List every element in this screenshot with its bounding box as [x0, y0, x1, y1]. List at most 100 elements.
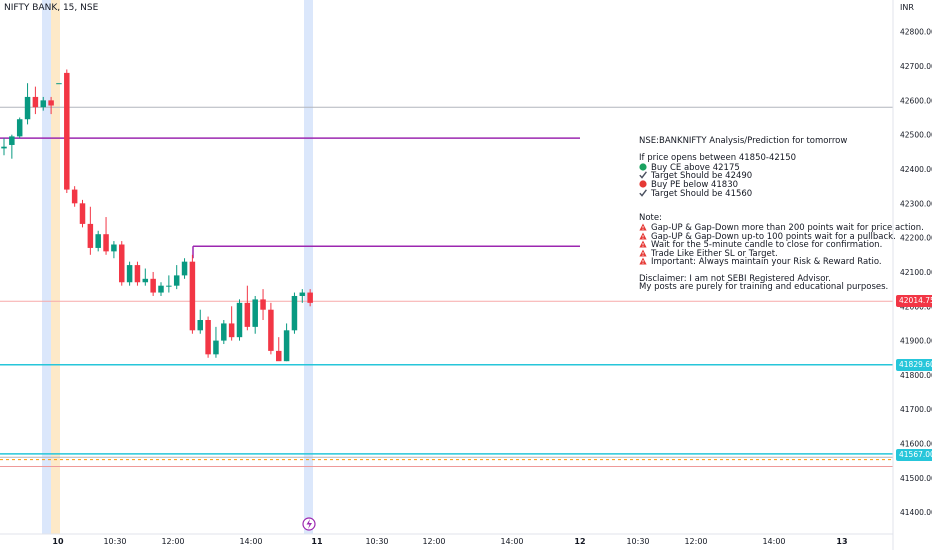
- candle[interactable]: [150, 271, 156, 296]
- x-tick-label: 10:30: [626, 537, 649, 546]
- session-band: [51, 0, 60, 534]
- check-icon: [639, 188, 647, 197]
- note-item: Gap-UP & Gap-Down more than 200 points w…: [639, 223, 924, 232]
- price-label-badge: 41829.60: [896, 358, 932, 371]
- candle[interactable]: [268, 302, 274, 355]
- candle[interactable]: [16, 117, 23, 139]
- warning-icon: [639, 223, 647, 231]
- y-tick-label: 42700.00: [900, 62, 932, 71]
- warning-icon: [639, 232, 647, 240]
- candle[interactable]: [119, 241, 125, 286]
- y-tick-label: 42100.00: [900, 268, 932, 277]
- y-tick-label: 41700.00: [900, 405, 932, 414]
- note-title: Note:: [639, 213, 662, 224]
- x-tick-label: 14:00: [762, 537, 785, 546]
- analysis-item: Buy CE above 42175: [639, 163, 924, 172]
- candle[interactable]: [40, 96, 47, 111]
- candle[interactable]: [48, 96, 54, 115]
- candle[interactable]: [87, 206, 94, 255]
- note-item: Important: Always maintain your Risk & R…: [639, 257, 924, 267]
- y-tick-label: 42200.00: [900, 234, 932, 243]
- candle[interactable]: [95, 230, 101, 252]
- candle[interactable]: [228, 306, 235, 341]
- candle[interactable]: [236, 299, 243, 341]
- y-tick-label: 42600.00: [900, 96, 932, 105]
- y-tick-label: 42800.00: [900, 28, 932, 37]
- analysis-heading: NSE:BANKNIFTY Analysis/Prediction for to…: [639, 136, 848, 146]
- candle[interactable]: [64, 69, 70, 194]
- x-tick-label: 12:00: [161, 537, 184, 546]
- red-circle-icon: [639, 180, 647, 188]
- candle[interactable]: [244, 285, 251, 331]
- x-tick-label: 10:30: [103, 537, 126, 546]
- note-item: Trade Like Either SL or Target.: [639, 249, 924, 258]
- price-label-badge: 42014.75: [896, 295, 932, 308]
- candle[interactable]: [166, 275, 172, 293]
- y-tick-label: 41600.00: [900, 440, 932, 449]
- candle[interactable]: [9, 134, 15, 159]
- analysis-condition: If price opens between 41850-42150: [639, 153, 797, 164]
- x-tick-label: 12:00: [684, 537, 707, 546]
- candle[interactable]: [276, 337, 282, 362]
- candle[interactable]: [181, 258, 188, 279]
- y-tick-label: 42400.00: [900, 165, 932, 174]
- candle[interactable]: [213, 326, 219, 358]
- dividend-event-icon[interactable]: [302, 517, 316, 531]
- candle[interactable]: [56, 83, 62, 85]
- candle[interactable]: [283, 323, 290, 362]
- candle[interactable]: [71, 186, 78, 207]
- analysis-item: Buy PE below 41830: [639, 180, 924, 189]
- candle[interactable]: [103, 217, 109, 255]
- x-tick-label: 11: [311, 537, 323, 546]
- y-tick-label: 42300.00: [900, 199, 932, 208]
- analysis-item: Target Should be 41560: [639, 188, 924, 198]
- session-highlights: [42, 0, 313, 534]
- x-tick-label: 12:00: [422, 537, 445, 546]
- candle[interactable]: [142, 268, 149, 286]
- candle[interactable]: [299, 289, 306, 303]
- currency-label: INR: [900, 3, 914, 12]
- warning-icon: [639, 249, 647, 257]
- y-tick-label: 42500.00: [900, 131, 932, 140]
- candle[interactable]: [307, 289, 313, 307]
- x-tick-label: 12: [574, 537, 585, 546]
- candle[interactable]: [126, 261, 133, 286]
- warning-icon: [639, 240, 647, 248]
- candle[interactable]: [291, 292, 298, 334]
- candle[interactable]: [189, 254, 196, 334]
- candle[interactable]: [252, 295, 258, 334]
- warning-icon: [639, 257, 647, 265]
- session-band: [304, 0, 313, 534]
- price-label-badge: 41567.00: [896, 448, 932, 461]
- x-tick-label: 14:00: [239, 537, 262, 546]
- y-tick-label: 41800.00: [900, 371, 932, 380]
- x-tick-label: 10: [52, 537, 64, 546]
- x-tick-label: 10:30: [365, 537, 388, 546]
- y-tick-label: 41500.00: [900, 474, 932, 483]
- y-tick-label: 41400.00: [900, 508, 932, 517]
- candle[interactable]: [1, 138, 7, 156]
- candle[interactable]: [32, 86, 39, 115]
- candle[interactable]: [111, 241, 117, 259]
- candle[interactable]: [173, 265, 180, 290]
- candle[interactable]: [221, 320, 227, 345]
- candle[interactable]: [158, 282, 164, 296]
- horizontal-levels: [0, 106, 893, 468]
- candle[interactable]: [24, 83, 31, 125]
- y-tick-label: 41900.00: [900, 337, 932, 346]
- candle[interactable]: [260, 289, 266, 321]
- disclaimer-line: My posts are purely for training and edu…: [639, 282, 889, 293]
- analysis-text-note: NSE:BANKNIFTY Analysis/Prediction for to…: [639, 137, 924, 292]
- symbol-title: NIFTY BANK, 15, NSE: [4, 3, 99, 13]
- green-circle-icon: [639, 163, 647, 171]
- candle[interactable]: [205, 316, 211, 358]
- x-tick-label: 14:00: [500, 537, 523, 546]
- candle[interactable]: [134, 261, 141, 286]
- candle[interactable]: [197, 309, 204, 334]
- disclaimer-line: Disclaimer: I am not SEBI Registered Adv…: [639, 273, 831, 284]
- candlesticks: [1, 69, 313, 362]
- candle[interactable]: [79, 199, 86, 228]
- time-axis: 10 10:30 12:00 14:00 11 10:30 12:00 14:00 12 10:3…: [0, 533, 893, 546]
- session-band: [42, 0, 51, 534]
